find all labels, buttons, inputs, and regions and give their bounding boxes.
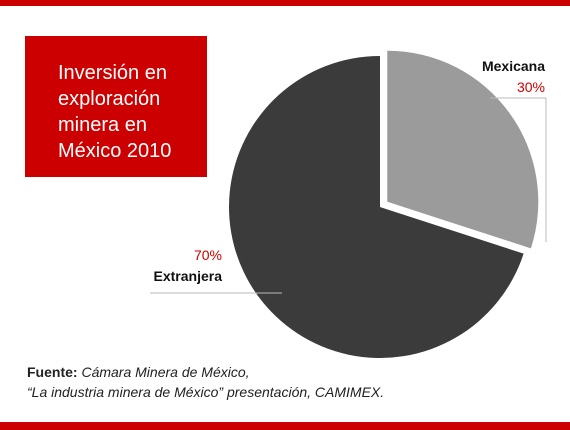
- title-box: Inversión en exploración minera en Méxic…: [25, 36, 207, 177]
- pie-slice: [229, 56, 524, 358]
- slice-label: Extranjera: [154, 268, 223, 284]
- bottom-bar: [0, 422, 570, 430]
- value-label: 30%: [517, 79, 545, 95]
- source-label: Fuente:: [27, 364, 78, 380]
- source-text: “La industria minera de México” presenta…: [27, 384, 385, 400]
- top-bar: [0, 0, 570, 6]
- pie-slice: [387, 50, 539, 249]
- chart-title: Inversión en exploración minera en Méxic…: [58, 62, 172, 162]
- value-label: 70%: [194, 247, 222, 263]
- source: Fuente: Cámara Minera de México, “La ind…: [27, 362, 384, 402]
- pie: [229, 50, 539, 358]
- source-text: Cámara Minera de México,: [81, 364, 250, 380]
- slice-label: Mexicana: [482, 58, 545, 74]
